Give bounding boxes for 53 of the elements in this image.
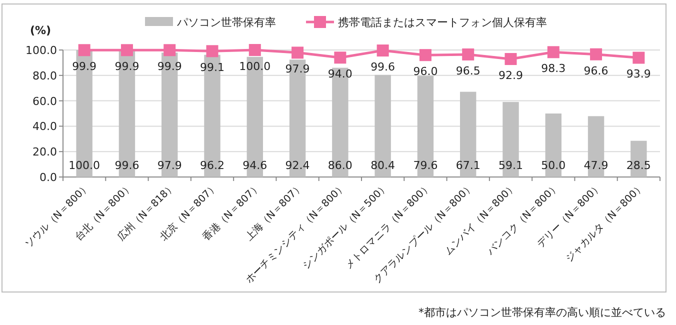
data-label: 93.9: [626, 68, 651, 81]
data-label: 97.9: [285, 62, 310, 76]
point: [632, 52, 645, 64]
data-label: 92.9: [498, 69, 523, 82]
data-label: 50.0: [541, 159, 566, 172]
y-axis-title: (%): [30, 24, 52, 37]
point: [419, 49, 432, 62]
data-label: 96.5: [456, 64, 480, 78]
point: [292, 46, 304, 59]
data-label: 99.6: [370, 60, 396, 74]
data-label: 100.0: [68, 159, 100, 172]
data-label: 96.6: [584, 64, 608, 78]
data-label: 59.1: [498, 159, 523, 172]
point: [547, 46, 560, 58]
data-label: 86.0: [328, 159, 352, 172]
data-label: 99.6: [114, 159, 140, 172]
data-label: 99.9: [72, 60, 97, 74]
data-label: 99.9: [157, 60, 182, 74]
y-tick-label: 20.0: [32, 146, 57, 159]
data-label: 96.2: [200, 159, 224, 172]
data-label: 80.4: [370, 159, 396, 172]
y-tick-label: 60.0: [32, 94, 57, 108]
data-label: 92.4: [285, 159, 310, 172]
data-label: 94.6: [242, 159, 268, 172]
data-label: 99.1: [200, 61, 224, 74]
data-label: 98.3: [541, 62, 566, 76]
data-label: 96.0: [413, 65, 438, 78]
data-label: 47.9: [584, 159, 608, 172]
y-tick-label: 80.0: [32, 69, 57, 82]
y-tick-label: 0.0: [40, 171, 57, 184]
point: [248, 44, 261, 56]
point: [164, 44, 176, 56]
data-label: 94.0: [328, 68, 352, 81]
point: [462, 48, 474, 60]
point: [78, 44, 90, 56]
legend-label: パソコン世帯保有率: [176, 16, 276, 29]
data-label: 99.9: [114, 60, 140, 74]
data-label: 67.1: [456, 159, 480, 172]
point: [590, 48, 602, 60]
point: [334, 52, 346, 64]
point: [120, 44, 133, 56]
point: [206, 45, 218, 58]
point: [504, 53, 517, 66]
text: *都市はパソコン世帯保有率の高い順に並べている: [418, 306, 666, 319]
y-tick-label: 100.0: [26, 44, 57, 57]
data-label: 79.6: [413, 159, 438, 172]
data-label: 97.9: [157, 159, 182, 172]
data-label: 100.0: [239, 60, 271, 73]
legend-携帯電話またはスマートフォン個人保有率: 携帯電話またはスマートフォン個人保有率: [306, 16, 547, 29]
point: [376, 44, 389, 57]
data-label: 28.5: [626, 159, 651, 172]
y-tick-label: 40.0: [32, 120, 57, 134]
legend-パソコン世帯保有率: パソコン世帯保有率: [145, 16, 276, 29]
